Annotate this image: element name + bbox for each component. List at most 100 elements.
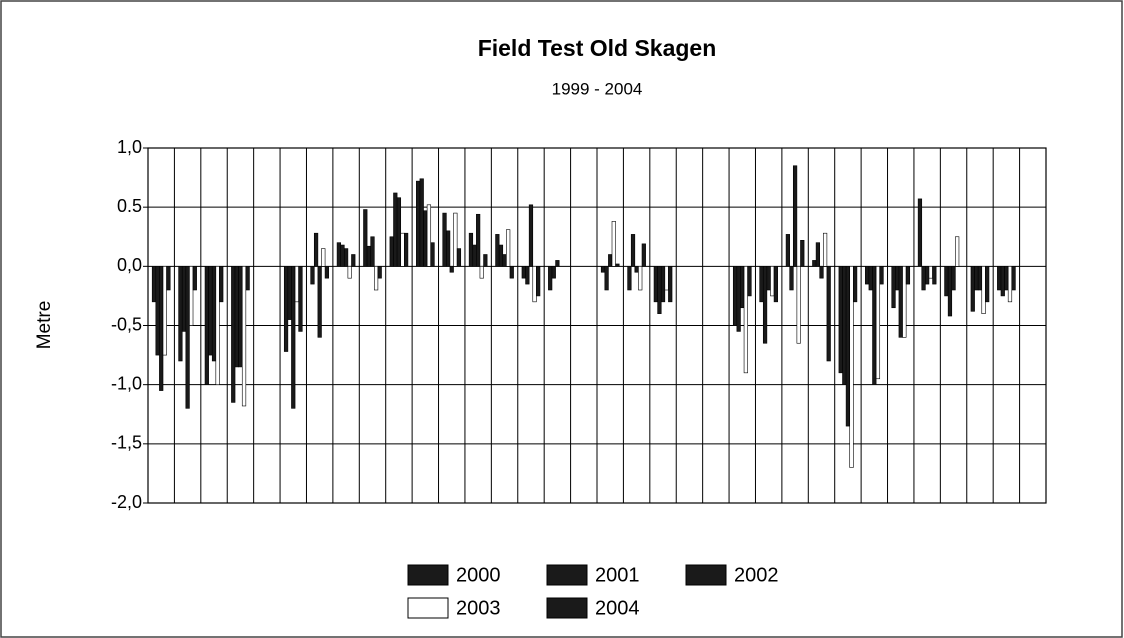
bar <box>974 266 979 291</box>
legend-label: 2000 <box>456 564 501 586</box>
bar <box>895 266 900 291</box>
bar <box>1011 266 1016 291</box>
bar <box>446 230 451 267</box>
bar <box>178 266 183 362</box>
bar <box>608 254 613 267</box>
bar <box>343 248 349 267</box>
bar <box>377 266 382 279</box>
bar <box>905 266 911 285</box>
bar <box>891 266 896 309</box>
bar <box>660 266 666 303</box>
y-tick-label: -2,0 <box>111 492 142 512</box>
bar <box>743 266 748 374</box>
bar <box>944 266 949 297</box>
bar <box>294 266 299 303</box>
bar <box>921 266 926 291</box>
bar <box>638 266 643 291</box>
bar <box>664 266 669 291</box>
bar <box>204 266 209 385</box>
bar <box>732 266 738 326</box>
bar <box>898 266 903 338</box>
bar <box>456 248 462 267</box>
bar <box>925 266 930 285</box>
bar <box>479 266 484 279</box>
bar <box>430 242 435 267</box>
bar <box>347 266 352 279</box>
bar <box>800 240 805 267</box>
bar <box>796 266 801 344</box>
bar <box>838 266 843 374</box>
bar <box>241 266 247 407</box>
bar <box>536 266 541 297</box>
bar <box>762 266 768 344</box>
bar <box>234 266 239 368</box>
bar <box>468 232 474 267</box>
bar <box>872 266 877 385</box>
chart-subtitle: 1999 - 2004 <box>552 79 643 98</box>
legend-label: 2003 <box>456 597 501 619</box>
bar <box>773 266 778 303</box>
bar <box>615 263 620 267</box>
bar <box>1000 266 1005 297</box>
bar <box>634 266 639 273</box>
bar <box>1004 266 1009 291</box>
bar <box>423 210 428 267</box>
bar <box>208 266 213 356</box>
bar <box>317 266 322 338</box>
bar <box>630 234 636 267</box>
bar <box>453 212 458 267</box>
bar <box>283 266 289 352</box>
bar <box>363 209 368 267</box>
bar <box>231 266 236 403</box>
bar <box>449 266 454 273</box>
bar <box>498 244 504 267</box>
bar <box>370 236 375 267</box>
bar <box>155 266 160 356</box>
bar <box>389 236 394 267</box>
bar <box>238 266 243 368</box>
bar <box>657 266 662 314</box>
bar <box>476 213 481 267</box>
bar <box>185 266 190 409</box>
bar <box>792 165 798 267</box>
y-axis-label: Metre <box>34 301 55 350</box>
bar <box>548 266 553 291</box>
bar <box>166 266 171 291</box>
bar <box>740 266 745 309</box>
bar <box>849 266 854 468</box>
bar <box>747 266 752 297</box>
bar <box>785 234 790 267</box>
bar <box>215 266 220 385</box>
bar <box>159 266 164 391</box>
legend-swatch <box>407 564 449 586</box>
bar <box>442 212 447 267</box>
bar <box>555 260 560 267</box>
bar <box>826 266 831 362</box>
bar <box>819 266 824 279</box>
bar <box>287 266 292 320</box>
bar <box>1007 266 1013 303</box>
bar <box>853 266 858 303</box>
bar <box>955 236 960 267</box>
legend-swatch <box>407 597 449 619</box>
bar <box>310 266 315 285</box>
bar <box>641 243 646 267</box>
bar <box>845 266 851 427</box>
bar <box>875 266 881 380</box>
legend-label: 2004 <box>595 597 640 619</box>
bar <box>336 242 341 267</box>
bar <box>426 204 432 267</box>
bar <box>396 197 402 267</box>
bar <box>770 266 775 297</box>
bar <box>416 180 421 267</box>
bar <box>245 266 250 291</box>
legend-swatch <box>685 564 727 586</box>
bar <box>506 229 511 267</box>
bar <box>865 266 870 285</box>
bar <box>627 266 632 291</box>
bar <box>509 266 514 279</box>
bar <box>472 244 477 267</box>
bar <box>812 260 817 267</box>
bar <box>324 266 329 279</box>
bar <box>868 266 873 291</box>
